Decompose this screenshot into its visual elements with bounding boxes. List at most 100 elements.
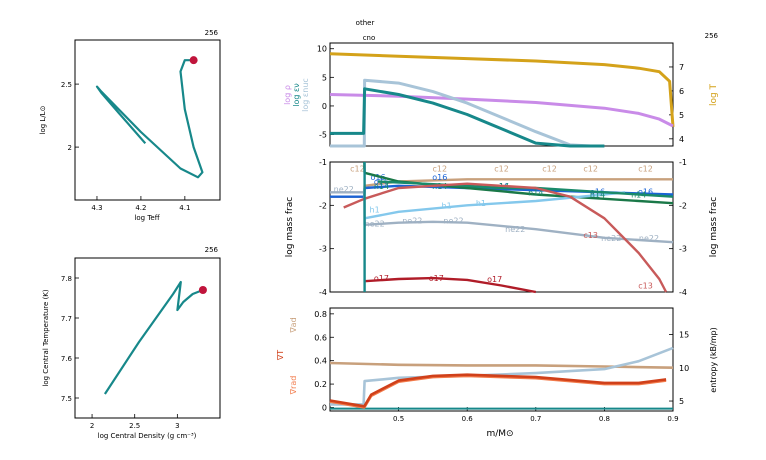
central-track-line xyxy=(103,280,204,395)
structure-model-number: 256 xyxy=(705,32,719,40)
abundance-label-c13: c13 xyxy=(583,231,598,240)
abundance-label-c12: c12 xyxy=(542,165,557,174)
hr-xtick-label: 4.1 xyxy=(179,204,190,212)
abundance-right-ytick-label: -3 xyxy=(679,245,687,254)
hr-xlabel: log Teff xyxy=(134,214,159,222)
top-label-cno: cno xyxy=(363,34,376,42)
gradient-right-ytick-label: 15 xyxy=(679,331,689,340)
hr-ytick-label: 2.5 xyxy=(61,81,72,89)
abundance-ylabel-right: log mass frac xyxy=(709,197,719,257)
structure-right-ytick-label: 5 xyxy=(679,111,684,120)
gradient-ylabel-0: ∇T xyxy=(276,350,285,361)
gradient-xtick-label: 0.5 xyxy=(393,415,404,423)
structure-ytick-label: 5 xyxy=(322,73,327,82)
central-ytick-label: 7.8 xyxy=(61,275,72,283)
hr-track-line xyxy=(95,59,204,179)
abundance-label-ne22: ne22 xyxy=(365,220,385,229)
abundance-label-h1: h1 xyxy=(370,206,380,215)
structure-right-ytick-label: 4 xyxy=(679,135,684,144)
abundance-label-n14: n14 xyxy=(374,182,389,191)
gradient-right-ytick-label: 5 xyxy=(679,397,684,406)
central-xtick-label: 3 xyxy=(175,422,179,430)
abundance-label-c12: c12 xyxy=(583,165,598,174)
structure-ytick-label: -5 xyxy=(319,131,327,140)
abundance-label-h1: h1 xyxy=(442,201,452,210)
gradient-ytick-label: 0.6 xyxy=(314,333,327,342)
abundance-label-o16: o16 xyxy=(432,173,447,182)
structure-right-ytick-label: 6 xyxy=(679,87,684,96)
abundance-series-7 xyxy=(364,276,537,294)
gradient-xtick-label: 0.8 xyxy=(599,415,610,423)
abundance-label-n14: n14 xyxy=(590,191,605,200)
abundance-label-c12: c12 xyxy=(432,165,447,174)
abundance-label-n14: n14 xyxy=(631,191,646,200)
abundance-label-o17: o17 xyxy=(429,274,444,283)
abundance-right-ytick-label: -2 xyxy=(679,201,687,210)
gradient-right-ytick-label: 10 xyxy=(679,364,689,373)
gradient-left-labels: ∇T ∇ad ∇rad xyxy=(276,317,298,395)
gradient-frame xyxy=(329,307,674,412)
central-frame xyxy=(74,257,221,419)
abundance-label-ne22: ne22 xyxy=(402,217,422,226)
abundance-label-c12: c12 xyxy=(350,165,365,174)
abundance-ytick-label: -1 xyxy=(319,158,327,167)
structure-ylabel-1: log εν xyxy=(292,83,301,107)
gradient-ytick-label: 0 xyxy=(322,403,327,412)
gradient-lines xyxy=(329,346,674,410)
central-ytick-label: 7.5 xyxy=(61,395,72,403)
abundance-label-ne22: ne22 xyxy=(443,217,463,226)
gradient-xtick-label: 0.9 xyxy=(667,415,678,423)
gradient-ylabel-1: ∇ad xyxy=(289,317,298,333)
abundance-label-n14: n14 xyxy=(528,188,543,197)
central-ytick-label: 7.7 xyxy=(61,315,72,323)
abundance-label-ne22: ne22 xyxy=(601,234,621,243)
structure-series-0 xyxy=(329,52,675,127)
abundance-ytick-label: -3 xyxy=(319,245,327,254)
abundance-label-c12: c12 xyxy=(494,165,509,174)
hr-ytick-label: 2 xyxy=(68,144,72,152)
structure-ytick-label: 0 xyxy=(322,102,327,111)
central-current-marker xyxy=(198,286,207,294)
abundance-label-c12: c12 xyxy=(638,165,653,174)
abundance-label-ne22: ne22 xyxy=(639,234,659,243)
hr-ticks: 4.3 4.2 4.1 2 2.5 xyxy=(61,81,191,212)
central-ticks: 2 2.5 3 7.5 7.6 7.7 7.8 xyxy=(61,275,180,430)
gradient-ytick-label: 0.8 xyxy=(314,310,327,319)
abundance-ytick-label: -4 xyxy=(319,288,327,297)
abundance-label-ne22: ne22 xyxy=(334,185,354,194)
gradient-xtick-label: 0.7 xyxy=(530,415,541,423)
gradient-ytick-label: 0.4 xyxy=(314,357,327,366)
hr-track xyxy=(95,56,204,179)
gradient-ytick-label: 0.2 xyxy=(314,380,327,389)
abundance-frame xyxy=(329,161,674,293)
hr-ylabel: log L/L⊙ xyxy=(39,106,47,135)
central-xtick-label: 2.5 xyxy=(129,422,140,430)
structure-series-1 xyxy=(329,93,674,128)
abundance-right-ytick-label: -4 xyxy=(679,288,687,297)
hr-panel: 256 log Teff log L/L⊙ 4.3 4.2 4.1 2 2.5 xyxy=(39,29,221,222)
abundance-label-o16: o16 xyxy=(638,187,653,196)
structure-ylabel-2: log εnuc xyxy=(301,78,310,112)
central-track xyxy=(103,280,207,395)
hr-xtick-label: 4.3 xyxy=(91,204,102,212)
structure-ytick-label: 10 xyxy=(317,45,327,54)
hr-frame xyxy=(74,39,221,201)
abundance-right-ytick-label: -1 xyxy=(679,158,687,167)
abundance-label-c13: c13 xyxy=(638,282,653,291)
central-panel: 256 log Central Density (g cm⁻³) log Cen… xyxy=(42,246,221,440)
hr-model-number: 256 xyxy=(205,29,219,37)
hr-current-marker xyxy=(189,56,198,65)
abundance-series-4 xyxy=(364,191,626,220)
structure-left-labels: log ρ log εν log εnuc xyxy=(283,78,310,112)
central-ytick-label: 7.6 xyxy=(61,355,73,363)
gradient-xtick-label: 0.6 xyxy=(462,415,474,423)
abundance-ytick-label: -2 xyxy=(319,201,327,210)
top-label-other: other xyxy=(356,19,375,27)
abundance-label-ne22: ne22 xyxy=(505,225,525,234)
abundance-panel: log mass frac log mass frac -4 -3 -2 -1 -4 -3… xyxy=(285,158,719,297)
abundance-label-o16: o16 xyxy=(370,173,385,182)
central-xtick-label: 2 xyxy=(90,422,94,430)
structure-series-3 xyxy=(330,87,605,148)
